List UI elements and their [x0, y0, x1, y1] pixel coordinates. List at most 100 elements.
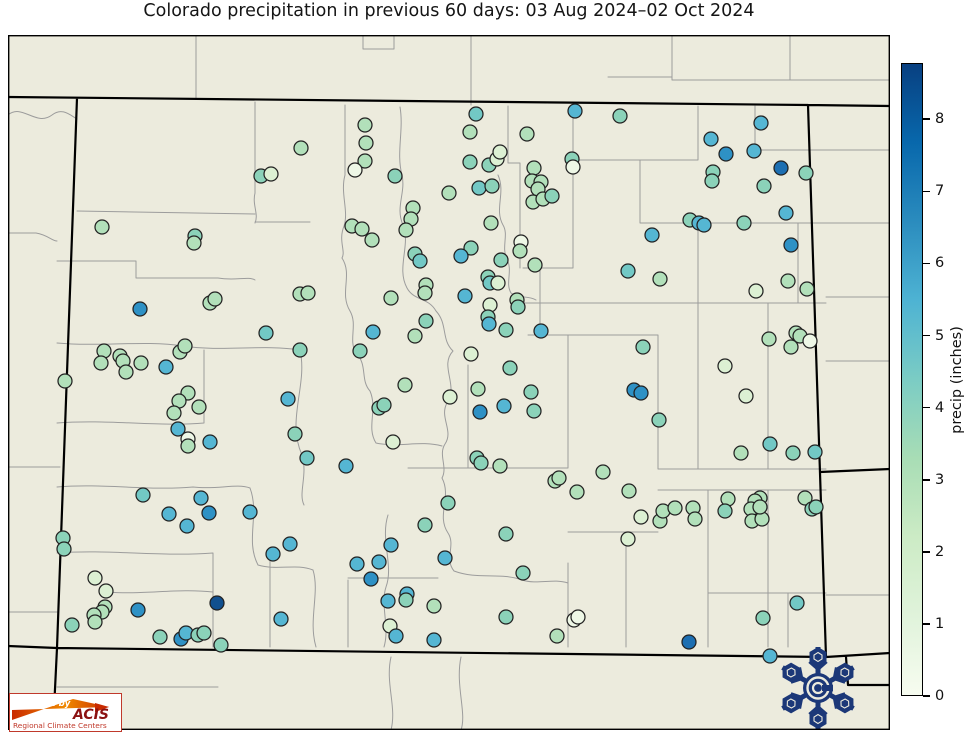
- station-dot: [696, 217, 712, 233]
- colorbar-tick-label: 2: [935, 543, 945, 560]
- station-dot: [412, 253, 428, 269]
- acis-swoosh-tip: [95, 703, 109, 712]
- station-dot: [338, 458, 354, 474]
- station-dot: [738, 388, 754, 404]
- station-dot: [98, 583, 114, 599]
- station-dot: [773, 160, 789, 176]
- station-dot: [179, 518, 195, 534]
- station-dot: [207, 291, 223, 307]
- station-dot: [808, 499, 824, 515]
- station-dot: [498, 526, 514, 542]
- station-dot: [87, 614, 103, 630]
- station-dot: [481, 316, 497, 332]
- station-dot: [493, 252, 509, 268]
- station-dot: [472, 404, 488, 420]
- station-dot: [621, 483, 637, 499]
- colorbar-tick: [923, 551, 930, 553]
- station-dot: [263, 166, 279, 182]
- acis-swoosh: [12, 699, 109, 720]
- station-dot: [595, 464, 611, 480]
- station-dot: [755, 610, 771, 626]
- station-dot: [354, 221, 370, 237]
- station-dot: [202, 434, 218, 450]
- station-dot: [802, 333, 818, 349]
- colorbar-tick-label: 4: [935, 399, 945, 416]
- station-dot: [87, 570, 103, 586]
- station-dot: [398, 592, 414, 608]
- station-dot: [299, 450, 315, 466]
- snowflake-arm: [781, 689, 813, 714]
- snowflake-arm: [823, 662, 855, 687]
- station-dot: [523, 384, 539, 400]
- station-dot: [462, 154, 478, 170]
- station-dot: [533, 323, 549, 339]
- station-dot: [133, 355, 149, 371]
- station-dot: [752, 499, 768, 515]
- station-dot: [492, 144, 508, 160]
- station-dot: [293, 140, 309, 156]
- county-lines-neighbors: [8, 35, 890, 730]
- station-dot: [703, 131, 719, 147]
- station-dot: [364, 232, 380, 248]
- station-dot: [498, 322, 514, 338]
- station-dot: [440, 495, 456, 511]
- station-dot: [282, 536, 298, 552]
- station-dot: [704, 173, 720, 189]
- station-dot: [453, 248, 469, 264]
- station-dot: [468, 106, 484, 122]
- station-dot: [633, 509, 649, 525]
- station-dot: [635, 339, 651, 355]
- station-dot: [748, 283, 764, 299]
- station-dot: [170, 421, 186, 437]
- colorbar-tick-label: 7: [935, 183, 945, 200]
- colorbar-tick: [923, 262, 930, 265]
- station-dot: [783, 237, 799, 253]
- station-dot: [717, 358, 733, 374]
- station-dot: [418, 313, 434, 329]
- snowflake-arm: [808, 647, 828, 680]
- station-dot: [470, 381, 486, 397]
- station-dot: [762, 436, 778, 452]
- snowflake-arm: [781, 662, 813, 687]
- station-dot: [357, 117, 373, 133]
- station-dot: [799, 281, 815, 297]
- station-dot: [519, 126, 535, 142]
- station-dot: [352, 343, 368, 359]
- snowflake-logo: [781, 647, 855, 729]
- station-dot: [363, 571, 379, 587]
- station-dot: [191, 399, 207, 415]
- station-dot: [570, 609, 586, 625]
- colorbar-tick: [923, 695, 930, 697]
- county-lines-east: [347, 105, 890, 648]
- station-dot: [620, 263, 636, 279]
- station-dot: [158, 359, 174, 375]
- station-dot: [736, 215, 752, 231]
- map-area: [8, 35, 890, 730]
- station-dot: [652, 271, 668, 287]
- map-background: [8, 35, 890, 730]
- station-dot: [526, 403, 542, 419]
- station-dot: [186, 235, 202, 251]
- station-dot: [193, 490, 209, 506]
- station-dot: [510, 299, 526, 315]
- station-dot: [512, 243, 528, 259]
- colorbar-tick: [923, 334, 930, 337]
- station-dot: [807, 444, 823, 460]
- colorbar-tick-label: 8: [935, 111, 945, 128]
- station-dot: [365, 324, 381, 340]
- station-dot: [496, 398, 512, 414]
- station-dot: [549, 628, 565, 644]
- station-dot: [426, 632, 442, 648]
- station-dot: [397, 377, 413, 393]
- station-dot: [567, 103, 583, 119]
- station-dot: [347, 162, 363, 178]
- station-dot: [687, 511, 703, 527]
- station-dot: [135, 487, 151, 503]
- station-dot: [463, 346, 479, 362]
- station-dot: [93, 355, 109, 371]
- station-dot: [177, 338, 193, 354]
- station-dot: [681, 634, 697, 650]
- station-dot: [473, 455, 489, 471]
- station-dot: [718, 146, 734, 162]
